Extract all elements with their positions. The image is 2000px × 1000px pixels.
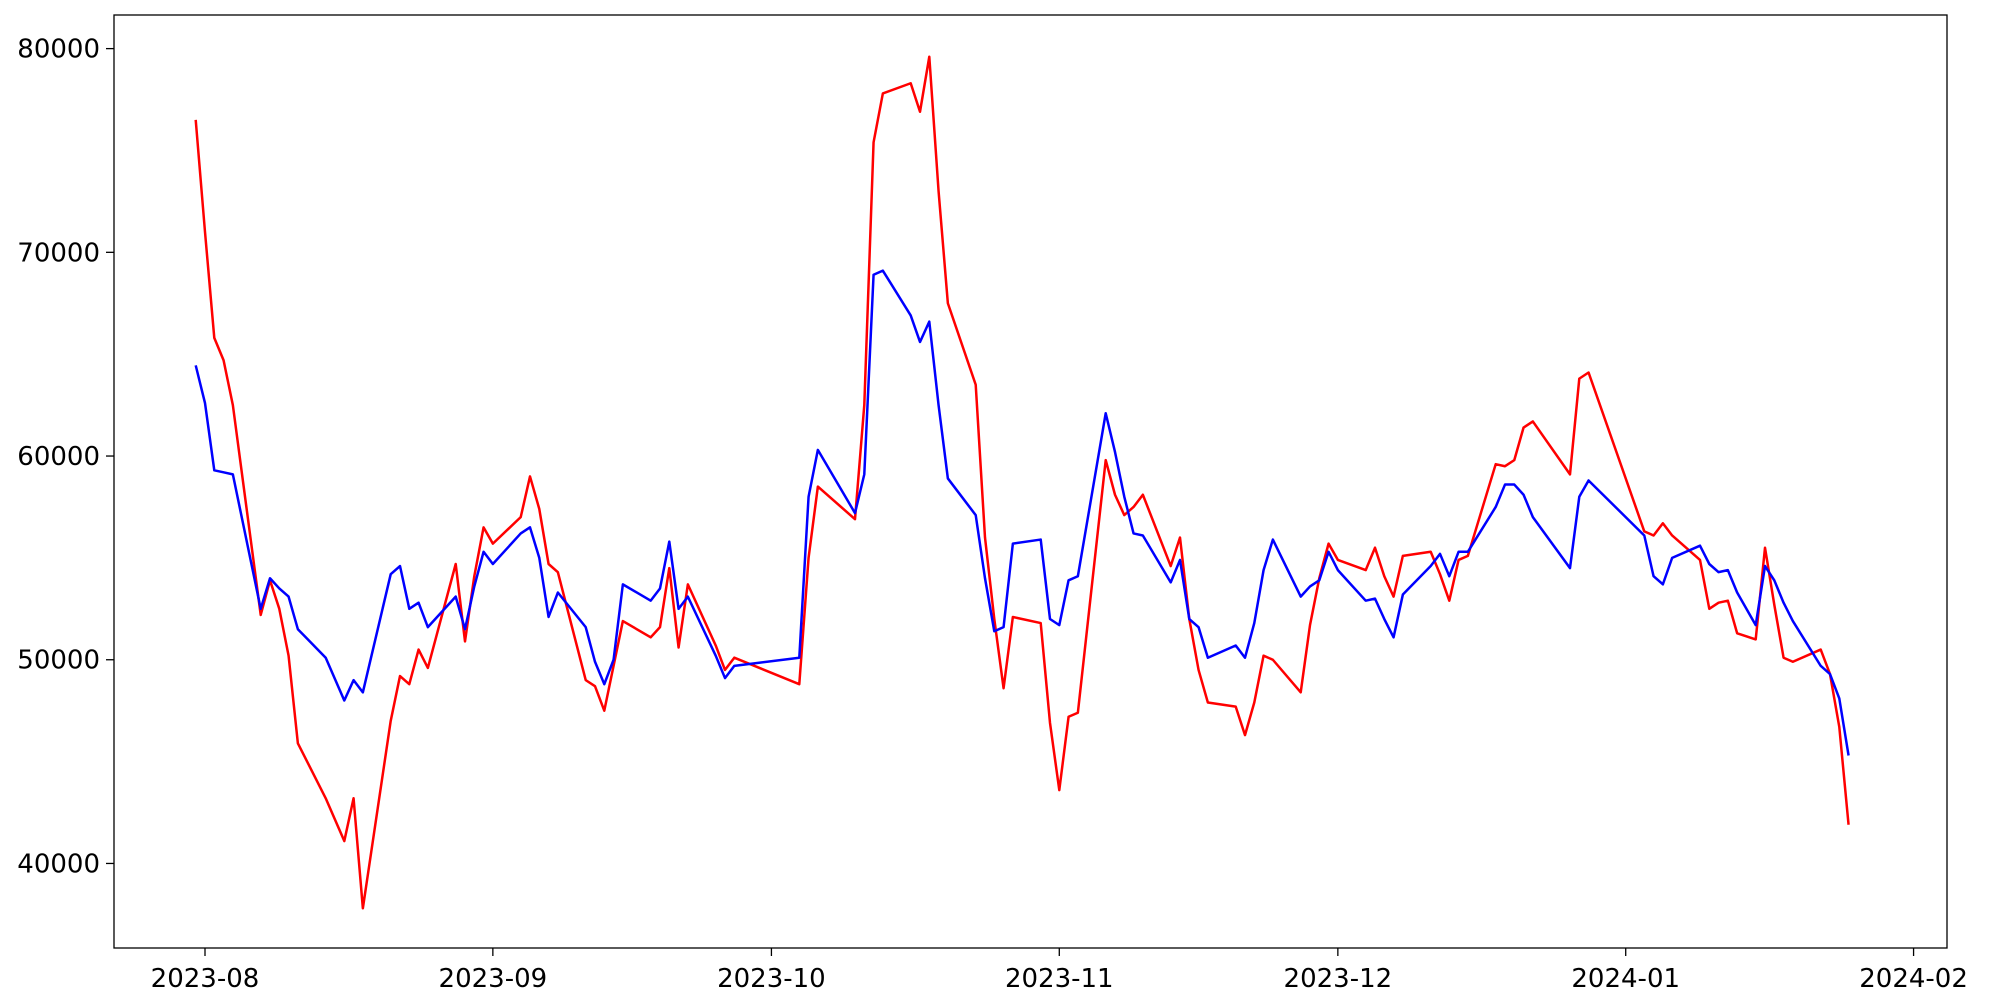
line-series (194, 55, 1850, 910)
y-tick-label: 80000 (17, 35, 100, 65)
x-tick-label: 2023-12 (1284, 964, 1393, 994)
y-tick-label: 70000 (17, 238, 100, 268)
x-tick-label: 2024-01 (1571, 964, 1680, 994)
plot-frame (113, 14, 1948, 949)
x-tick-label: 2023-11 (1005, 964, 1114, 994)
y-tick-label: 60000 (17, 442, 100, 472)
x-tick-label: 2024-02 (1859, 964, 1968, 994)
x-tick-label: 2023-08 (151, 964, 260, 994)
line-series (194, 269, 1850, 756)
x-tick-label: 2023-10 (717, 964, 826, 994)
x-tick-label: 2023-09 (439, 964, 548, 994)
y-tick-label: 50000 (17, 646, 100, 676)
y-tick-label: 40000 (17, 849, 100, 879)
